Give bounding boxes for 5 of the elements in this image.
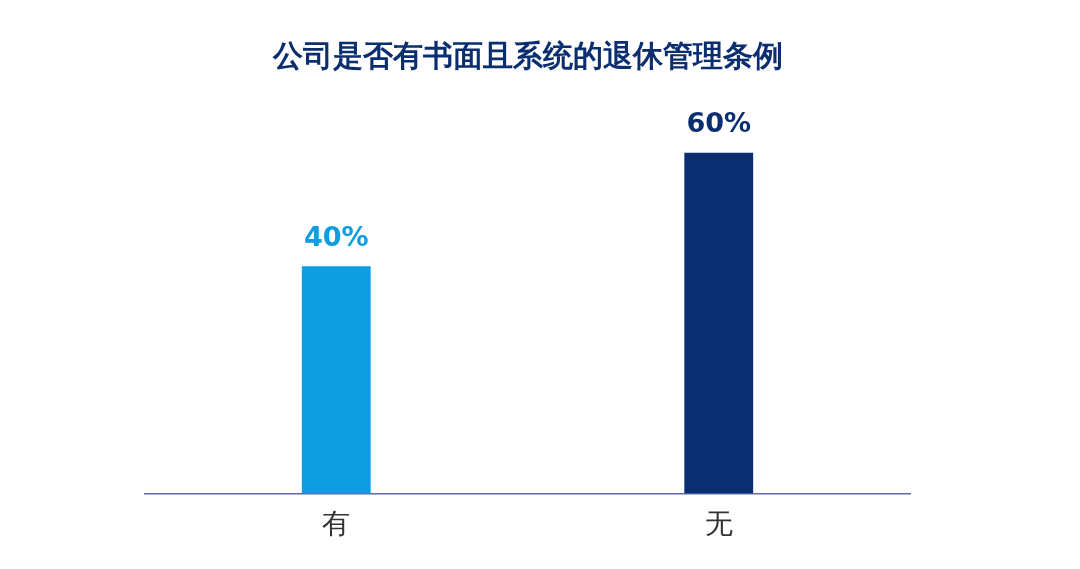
x-tick-label: 无 xyxy=(704,507,733,541)
chart-title: 公司是否有书面且系统的退休管理条例 xyxy=(271,37,783,73)
data-label: 40% xyxy=(303,220,369,252)
data-label: 60% xyxy=(686,107,752,139)
x-tick-label: 有 xyxy=(322,507,351,541)
